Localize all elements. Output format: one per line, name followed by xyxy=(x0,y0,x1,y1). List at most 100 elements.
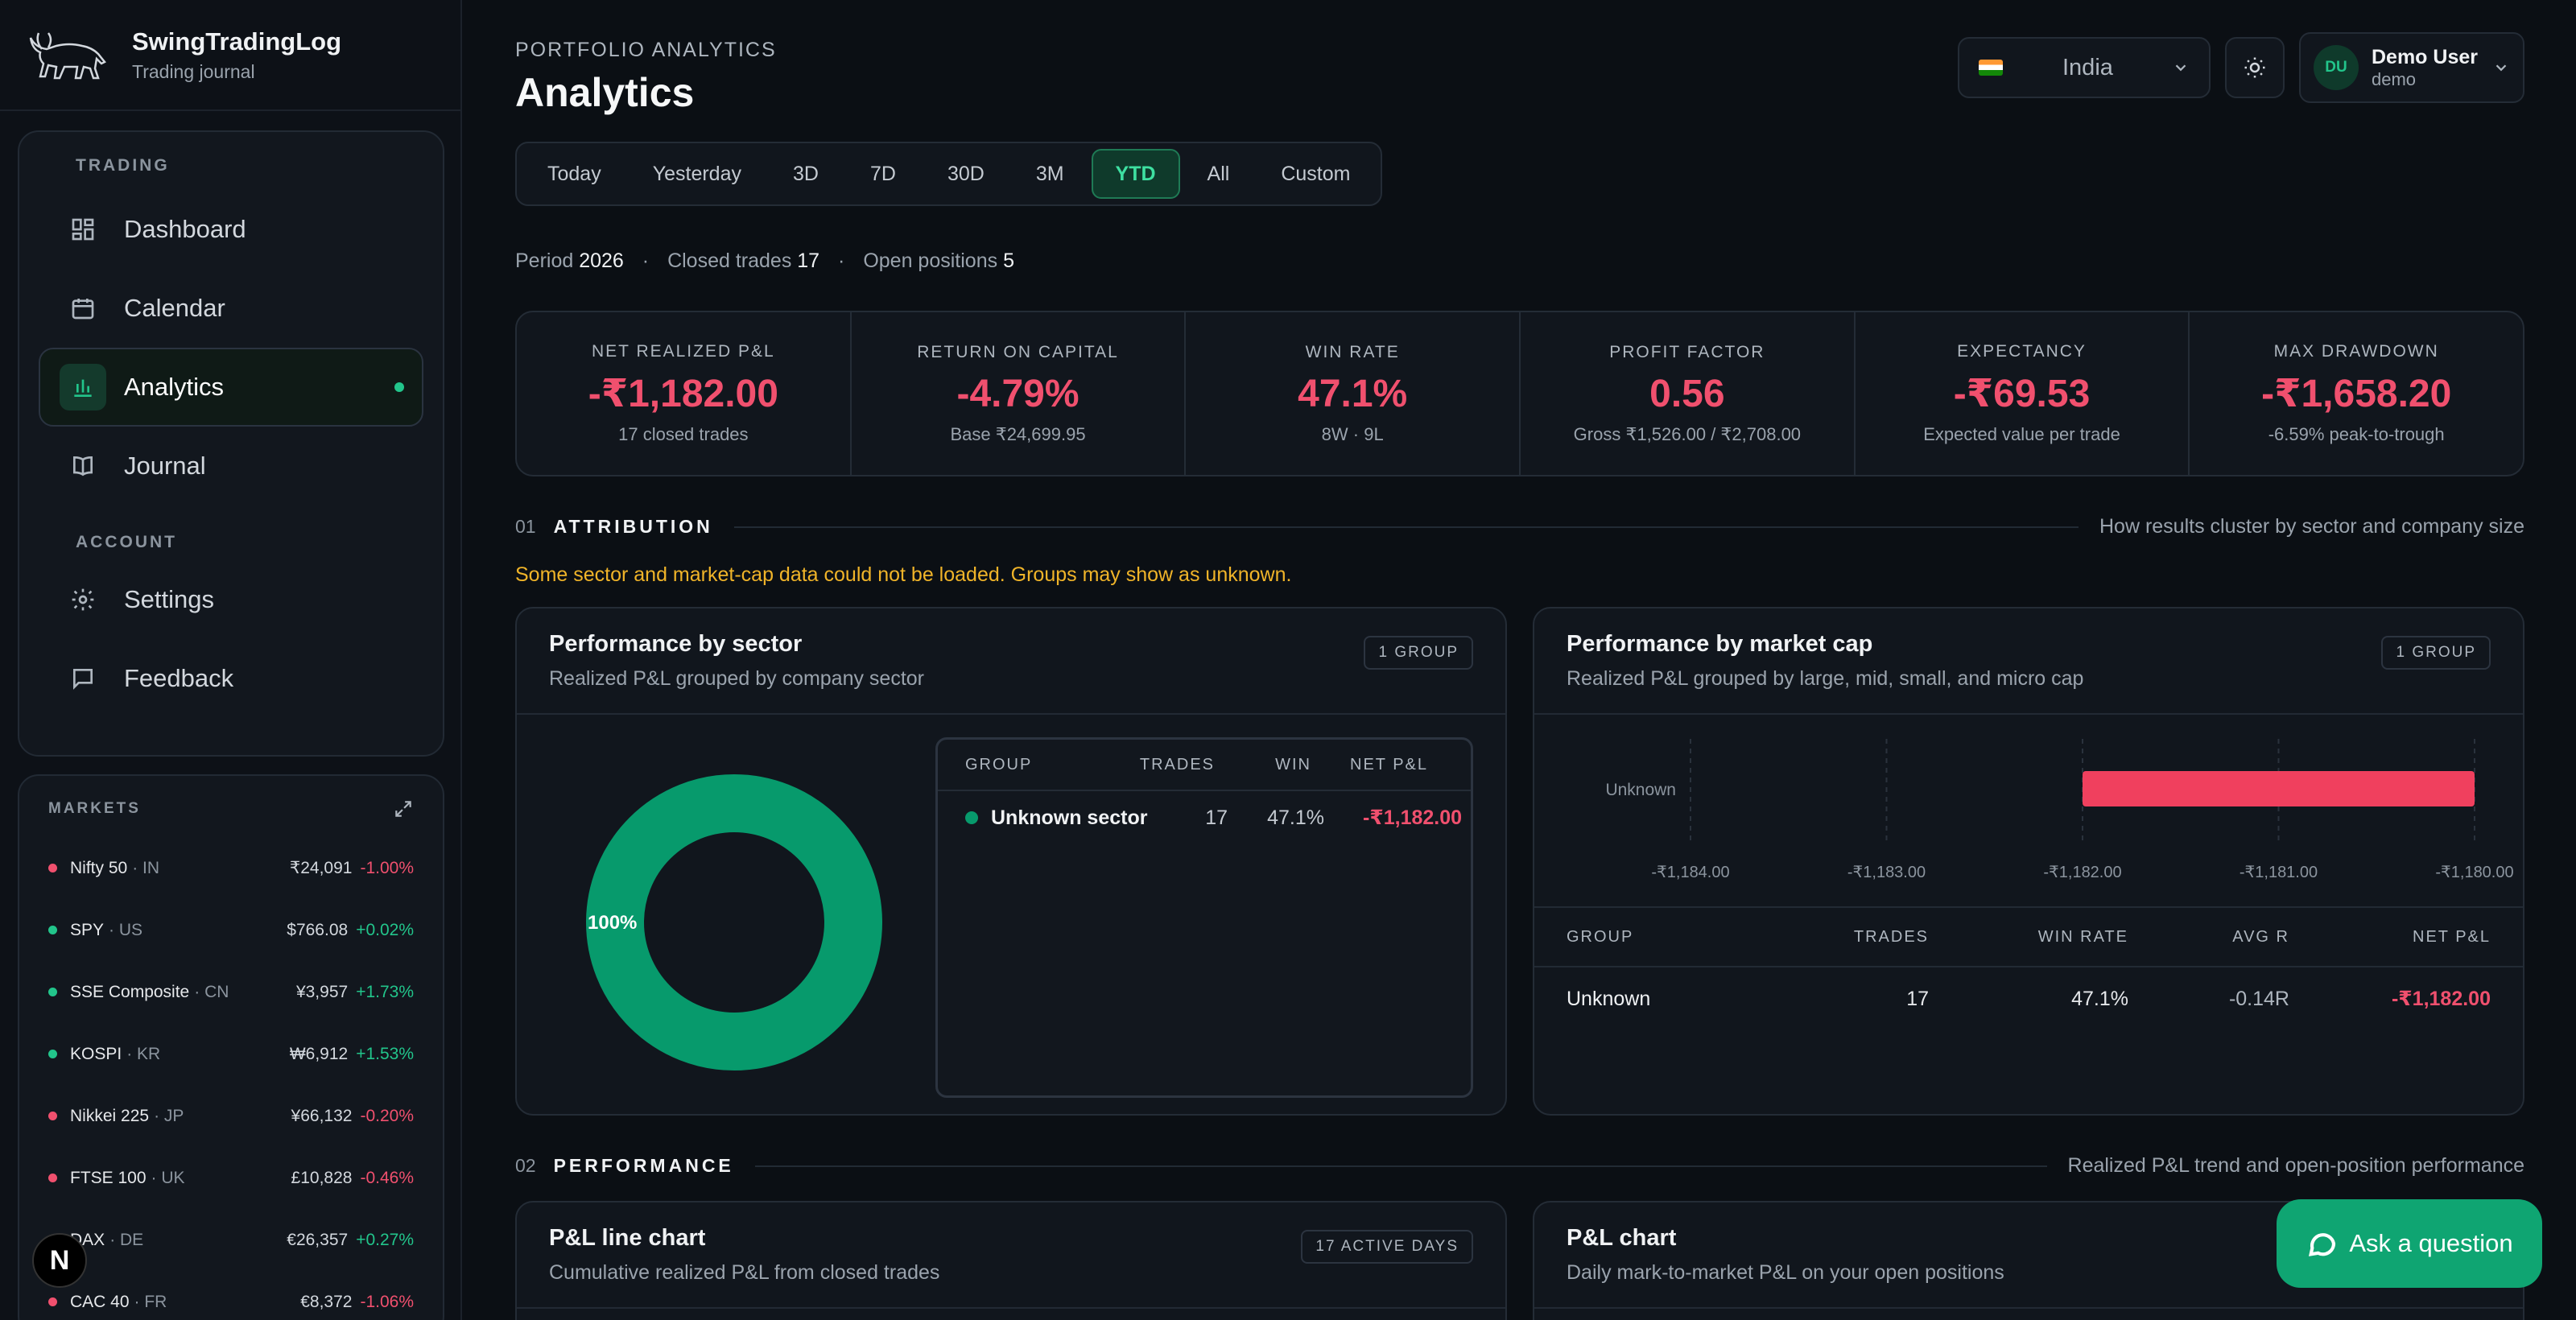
market-country-code: CN xyxy=(204,982,229,1001)
market-country-code: US xyxy=(118,920,143,939)
col-net-pnl: NET P&L xyxy=(2413,927,2491,946)
chat-bubble-icon xyxy=(2309,1233,2336,1256)
closed-trades-value: 17 xyxy=(797,250,820,272)
gear-icon xyxy=(60,576,106,623)
bull-logo-icon xyxy=(29,32,106,80)
sector-table: GROUP TRADES WIN NET P&L Unknown sector … xyxy=(935,737,1473,1098)
list-item[interactable]: SPY · US $766.08 +0.02% xyxy=(48,899,414,961)
sidebar-item-calendar[interactable]: Calendar xyxy=(39,269,423,348)
x-tick-label: -₹1,181.00 xyxy=(2240,864,2318,881)
bar[interactable] xyxy=(2083,771,2475,806)
date-range-selector: Today Yesterday 3D 7D 30D 3M YTD All Custom xyxy=(515,142,1383,206)
col-trades: TRADES xyxy=(1853,927,1929,946)
market-price: ¥3,957 xyxy=(295,982,349,1001)
sidebar-item-feedback[interactable]: Feedback xyxy=(39,639,423,718)
sidebar-item-analytics[interactable]: Analytics xyxy=(39,348,423,427)
list-item[interactable]: KOSPI · KR ₩6,912 +1.53% xyxy=(48,1023,414,1085)
market-name: SSE Composite xyxy=(70,982,190,1001)
range-today[interactable]: Today xyxy=(547,162,601,185)
range-custom[interactable]: Custom xyxy=(1281,162,1351,185)
market-country: · US xyxy=(109,920,143,939)
kpi-subtext: -6.59% peak-to-trough xyxy=(2268,424,2445,444)
card-subtitle: Daily mark-to-market P&L on your open po… xyxy=(1567,1261,2004,1284)
brand[interactable]: SwingTradingLog Trading journal xyxy=(0,0,460,111)
ask-question-button[interactable]: Ask a question xyxy=(2277,1199,2542,1288)
period-value: 2026 xyxy=(579,250,624,272)
cell-avg-r: -0.14R xyxy=(2228,987,2289,1010)
trend-dot xyxy=(48,1112,57,1120)
card-subtitle: Cumulative realized P&L from closed trad… xyxy=(549,1261,940,1284)
range-3d[interactable]: 3D xyxy=(793,162,819,185)
kpi-card: MAX DRAWDOWN -₹1,658.20 -6.59% peak-to-tro… xyxy=(2190,312,2523,475)
market-change: -1.00% xyxy=(360,858,414,877)
list-item[interactable]: SSE Composite · CN ¥3,957 +1.73% xyxy=(48,961,414,1023)
list-item[interactable]: Nikkei 225 · JP ¥66,132 -0.20% xyxy=(48,1085,414,1147)
avatar: DU xyxy=(2314,45,2359,90)
active-dot xyxy=(394,382,404,392)
period-summary: Period 2026 · Closed trades 17 · Open po… xyxy=(515,250,1014,272)
section-performance-header: 02 PERFORMANCE Realized P&L trend and op… xyxy=(515,1154,2524,1178)
market-price: €26,357 xyxy=(287,1230,349,1249)
list-item[interactable]: CAC 40 · FR €8,372 -1.06% xyxy=(48,1271,414,1320)
kpi-label: PROFIT FACTOR xyxy=(1609,342,1765,361)
n-logo-badge[interactable]: N xyxy=(32,1233,87,1288)
x-tick-label: -₹1,184.00 xyxy=(1651,864,1729,881)
trend-dot xyxy=(48,864,57,872)
markets-card: MARKETS Nifty 50 · IN ₹24,091 -1.00% SPY · US… xyxy=(18,774,444,1320)
market-change: +0.02% xyxy=(356,920,414,939)
list-item[interactable]: Nifty 50 · IN ₹24,091 -1.00% xyxy=(48,837,414,899)
sidebar-item-journal[interactable]: Journal xyxy=(39,427,423,505)
sidebar-item-settings[interactable]: Settings xyxy=(39,560,423,639)
sector-donut-chart: 100% xyxy=(586,774,882,1070)
sidebar-item-dashboard[interactable]: Dashboard xyxy=(39,190,423,269)
list-item[interactable]: FTSE 100 · UK £10,828 -0.46% xyxy=(48,1147,414,1209)
nav-card: TRADING Dashboard Calendar Analytics Jou… xyxy=(18,130,444,757)
sidebar-item-label: Feedback xyxy=(124,664,234,692)
cell-win-rate: 47.1% xyxy=(2071,987,2128,1010)
market-cap-performance-card: Performance by market cap Realized P&L g… xyxy=(1533,607,2524,1116)
trend-dot xyxy=(48,1050,57,1058)
range-ytd[interactable]: YTD xyxy=(1091,149,1180,199)
group-color-dot xyxy=(965,811,978,824)
message-icon xyxy=(60,655,106,702)
x-tick-label: -₹1,182.00 xyxy=(2043,864,2121,881)
range-all[interactable]: All xyxy=(1207,162,1230,185)
slice-label: 100% xyxy=(588,912,637,934)
main-content: PORTFOLIO ANALYTICS Analytics India DU D… xyxy=(515,0,2524,1320)
list-item[interactable]: DAX · DE €26,357 +0.27% xyxy=(48,1209,414,1271)
country-select[interactable]: India xyxy=(1958,37,2211,98)
cell-group: Unknown xyxy=(1567,987,1651,1010)
pnl-line-chart-card: P&L line chart Cumulative realized P&L f… xyxy=(515,1201,1507,1320)
section-number: 02 xyxy=(515,1155,536,1176)
expand-icon[interactable] xyxy=(393,798,414,819)
user-handle: demo xyxy=(2372,68,2417,89)
cell-group: Unknown sector xyxy=(991,806,1148,829)
kpi-card: NET REALIZED P&L -₹1,182.00 17 closed trad… xyxy=(517,312,852,475)
dashboard-icon xyxy=(60,206,106,253)
kpi-subtext: Expected value per trade xyxy=(1923,424,2120,444)
range-30d[interactable]: 30D xyxy=(947,162,985,185)
range-7d[interactable]: 7D xyxy=(869,162,896,185)
sidebar-item-label: Settings xyxy=(124,585,215,613)
market-change: +1.73% xyxy=(356,982,414,1001)
user-menu[interactable]: DU Demo User demo xyxy=(2299,32,2524,103)
range-3m[interactable]: 3M xyxy=(1035,162,1064,185)
table-row[interactable]: Unknown 17 47.1% -0.14R -₹1,182.00 xyxy=(1534,969,2523,1029)
book-icon xyxy=(60,443,106,489)
section-description: How results cluster by sector and compan… xyxy=(2099,515,2524,538)
col-group: GROUP xyxy=(965,755,1033,773)
theme-toggle-button[interactable] xyxy=(2225,37,2285,98)
market-country: · CN xyxy=(194,982,229,1001)
section-number: 01 xyxy=(515,516,536,537)
kpi-subtext: Gross ₹1,526.00 / ₹2,708.00 xyxy=(1573,423,1802,444)
sidebar-item-label: Journal xyxy=(124,452,206,480)
table-row[interactable]: Unknown sector 17 47.1% -₹1,182.00 xyxy=(938,791,1471,844)
section-description: Realized P&L trend and open-position per… xyxy=(2067,1154,2524,1177)
trend-dot xyxy=(48,1297,57,1306)
x-tick-label: -₹1,180.00 xyxy=(2435,864,2513,881)
range-yesterday[interactable]: Yesterday xyxy=(652,162,741,185)
donut-slice[interactable] xyxy=(586,774,882,1070)
sidebar-item-label: Dashboard xyxy=(124,215,246,243)
kpi-value: -₹1,182.00 xyxy=(588,373,778,415)
pnl-chart-card: P&L chart Daily mark-to-market P&L on yo… xyxy=(1533,1201,2524,1320)
